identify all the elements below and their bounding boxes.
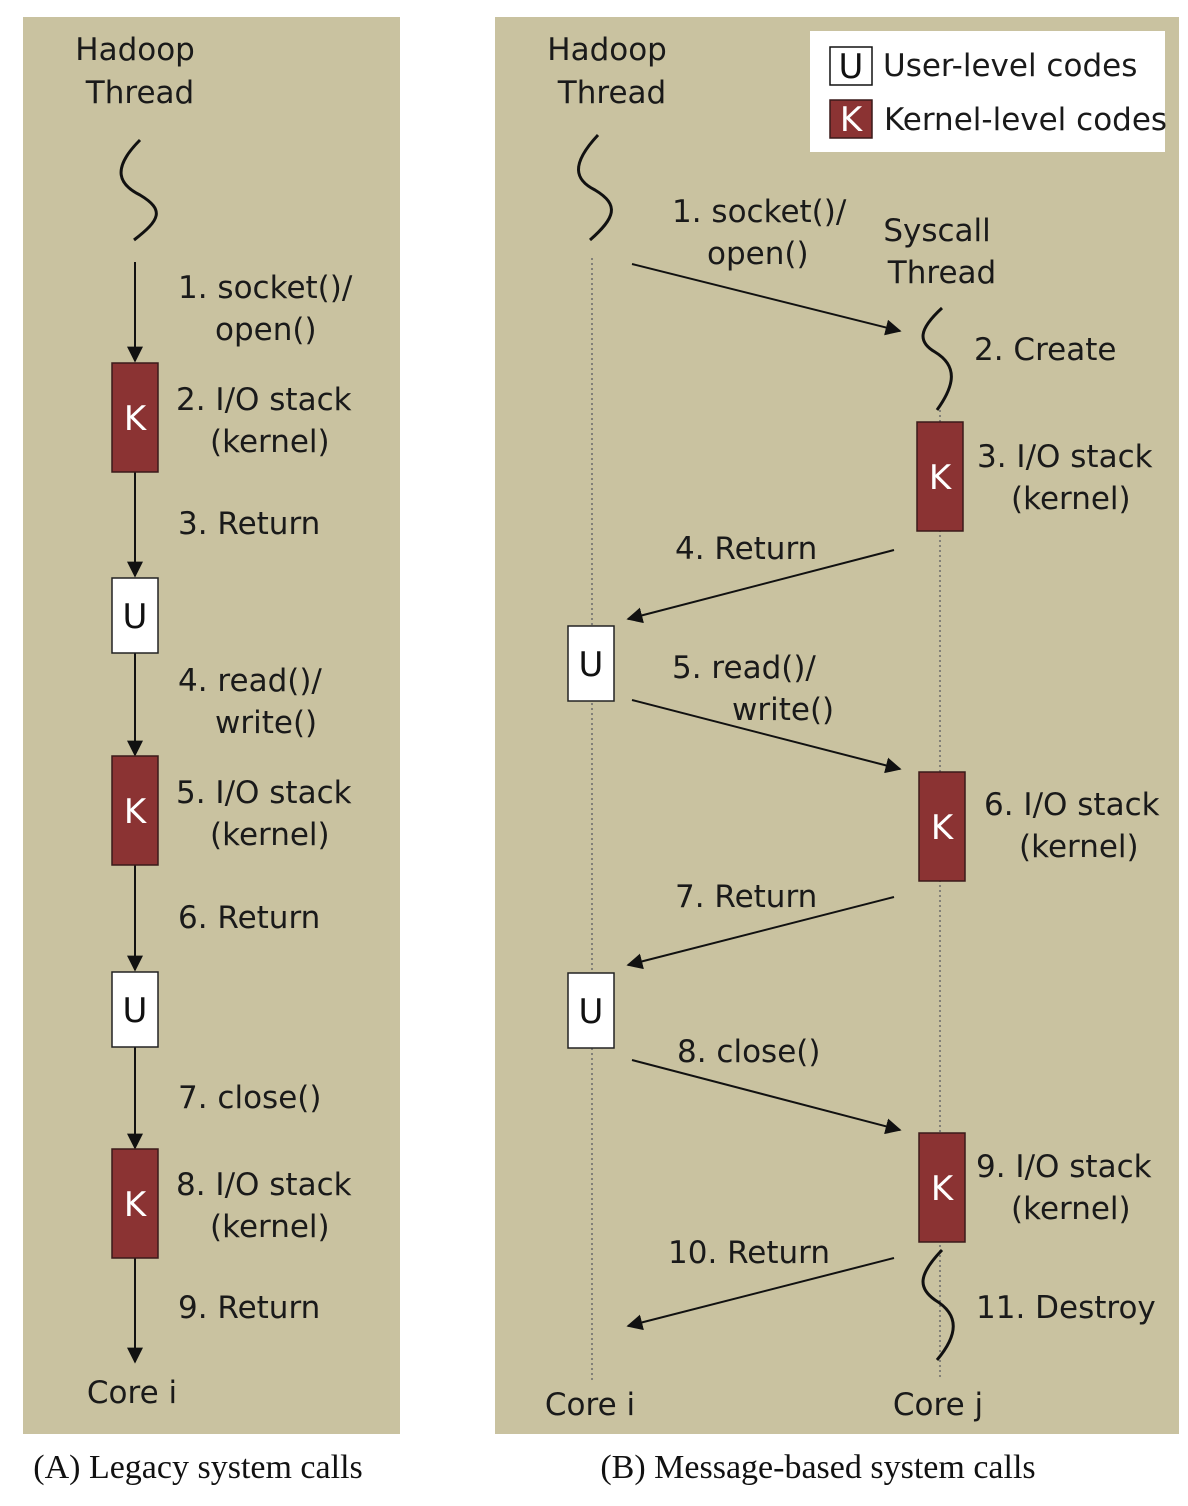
panel-a-step-5: 5. I/O stack (kernel) [176,775,361,853]
panel-b-syscall-destroy-squiggle-icon [921,1248,955,1361]
panel-b-arrow-return-2 [626,896,895,970]
panel-a-step-2: 2. I/O stack (kernel) [176,382,361,460]
panel-a-kernel-box: K [111,755,159,866]
panel-b-step-8: 8. close() [677,1034,820,1070]
panel-b-kernel-box: K [916,421,964,532]
panel-b-hadoop-thread-squiggle-icon [577,133,613,242]
caption-panel-a: (A) Legacy system calls [33,1449,363,1486]
svg-text:K: K [124,399,148,439]
panel-a-step-1: 1. socket()/ open() [178,270,362,348]
caption-panel-b: (B) Message-based system calls [600,1449,1035,1486]
panel-b-arrow-socket-call [631,263,902,336]
panel-a-user-box: U [111,577,159,654]
svg-text:U: U [839,47,864,87]
panel-b-kernel-box: K [918,771,966,882]
svg-text:K: K [931,808,955,848]
legend-user-swatch: U [829,46,873,87]
panel-legacy: Hadoop Thread K U K U K [23,17,400,1434]
svg-text:U: U [123,597,148,637]
panel-b-arrow-return-1 [626,549,895,624]
panel-b-step-7: 7. Return [675,879,817,915]
panel-a-step-7: 7. close() [178,1080,321,1116]
panel-b-step-2: 2. Create [974,332,1116,368]
panel-b-user-box: U [567,972,615,1049]
panel-b-syscall-thread-title: Syscall Thread [883,213,1000,291]
panel-a-kernel-box: K [111,362,159,473]
svg-text:K: K [929,458,953,498]
panel-b-step-9: 9. I/O stack (kernel) [976,1149,1161,1227]
panel-a-thread-title: Hadoop Thread [75,32,204,111]
legend-kernel-swatch: K [829,99,873,140]
legend-kernel-label: Kernel-level codes [884,102,1167,138]
panel-a-step-3: 3. Return [178,506,320,542]
panel-a-step-4: 4. read()/ write() [178,663,332,741]
panel-a-user-box: U [111,971,159,1048]
panel-a-step-6: 6. Return [178,900,320,936]
svg-text:K: K [124,792,148,832]
legend-user-label: User-level codes [883,48,1137,84]
panel-message-based: Hadoop Thread Syscall Thread K U K [495,17,1179,1434]
panel-a-background [23,17,400,1434]
panel-b-kernel-box: K [918,1132,966,1243]
panel-b-step-4: 4. Return [675,531,817,567]
panel-b-step-11: 11. Destroy [976,1290,1156,1326]
panel-b-core-j-label: Core j [893,1387,983,1423]
svg-text:U: U [123,991,148,1031]
panel-b-arrow-readwrite-call [631,699,902,774]
panel-a-step-9: 9. Return [178,1290,320,1326]
panel-a-thread-squiggle-icon [119,138,158,242]
panel-b-step-6: 6. I/O stack (kernel) [984,787,1169,865]
panel-a-core-label: Core i [87,1375,177,1411]
panel-b-step-1: 1. socket()/ open() [672,194,856,272]
legend: U User-level codes K Kernel-level codes [810,31,1167,152]
panel-b-arrow-return-3 [626,1257,895,1331]
panel-b-syscall-create-squiggle-icon [921,306,953,411]
panel-a-kernel-box: K [111,1148,159,1259]
panel-b-arrow-close-call [631,1059,902,1135]
panel-b-step-3: 3. I/O stack (kernel) [977,439,1162,517]
panel-a-step-8: 8. I/O stack (kernel) [176,1167,361,1245]
svg-text:K: K [931,1169,955,1209]
svg-text:U: U [579,645,604,685]
svg-text:K: K [840,100,864,140]
panel-b-hadoop-thread-title: Hadoop Thread [547,32,676,111]
panel-b-user-box: U [567,625,615,702]
panel-b-background [495,17,1179,1434]
panel-b-core-i-label: Core i [545,1387,635,1423]
panel-b-step-10: 10. Return [668,1235,830,1271]
panel-b-step-5: 5. read()/ write() [672,650,834,728]
svg-text:U: U [579,992,604,1032]
svg-text:K: K [124,1185,148,1225]
